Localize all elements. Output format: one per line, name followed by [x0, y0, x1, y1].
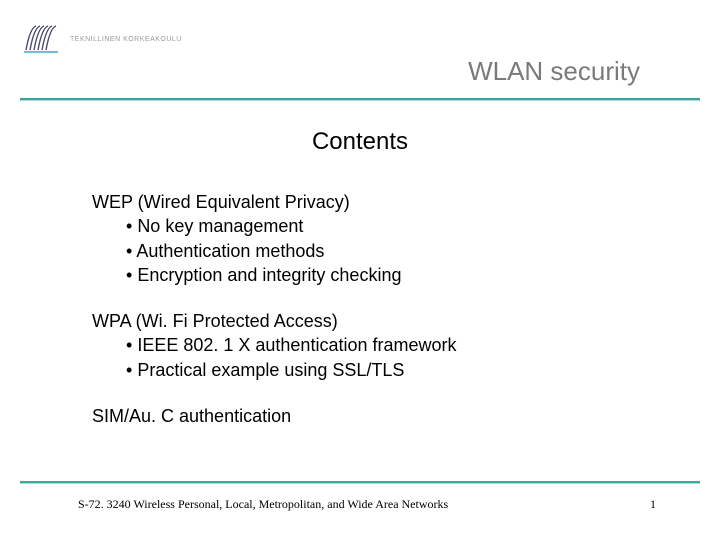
list-item: Authentication methods — [126, 239, 660, 263]
slide-header: TEKNILLINEN KORKEAKOULU WLAN security — [20, 18, 700, 98]
section-wpa: WPA (Wi. Fi Protected Access) IEEE 802. … — [92, 309, 660, 382]
section-title: WPA (Wi. Fi Protected Access) — [92, 309, 660, 333]
page-number: 1 — [650, 497, 656, 512]
university-logo-icon — [20, 18, 62, 60]
section-sim: SIM/Au. C authentication — [92, 404, 660, 428]
footer-divider — [20, 481, 700, 484]
slide-body: WEP (Wired Equivalent Privacy) No key ma… — [92, 190, 660, 450]
section-title: WEP (Wired Equivalent Privacy) — [92, 190, 660, 214]
list-item: IEEE 802. 1 X authentication framework — [126, 333, 660, 357]
bullet-list: IEEE 802. 1 X authentication framework P… — [92, 333, 660, 382]
footer-text: S-72. 3240 Wireless Personal, Local, Met… — [78, 497, 448, 512]
contents-heading: Contents — [0, 128, 720, 156]
header-divider — [20, 98, 700, 101]
list-item: No key management — [126, 214, 660, 238]
bullet-list: No key management Authentication methods… — [92, 214, 660, 287]
slide: TEKNILLINEN KORKEAKOULU WLAN security Co… — [0, 0, 720, 540]
section-title: SIM/Au. C authentication — [92, 404, 660, 428]
logo-text: TEKNILLINEN KORKEAKOULU — [70, 36, 182, 43]
section-wep: WEP (Wired Equivalent Privacy) No key ma… — [92, 190, 660, 287]
logo-area: TEKNILLINEN KORKEAKOULU — [20, 18, 182, 60]
list-item: Practical example using SSL/TLS — [126, 358, 660, 382]
slide-title: WLAN security — [468, 56, 640, 87]
list-item: Encryption and integrity checking — [126, 263, 660, 287]
